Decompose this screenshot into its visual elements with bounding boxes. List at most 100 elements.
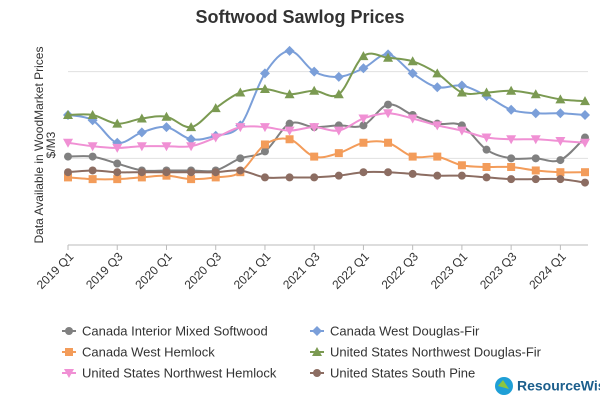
- x-tick-label: 2021 Q3: [280, 249, 323, 292]
- series-line: [67, 137, 586, 181]
- marker: [456, 80, 467, 91]
- marker: [285, 119, 294, 128]
- marker: [64, 168, 72, 177]
- legend-item: United States Northwest Douglas-Fir: [310, 344, 542, 359]
- marker: [407, 56, 418, 66]
- marker: [285, 173, 294, 182]
- marker: [161, 142, 172, 152]
- series-line: [67, 169, 586, 184]
- x-tick-label: 2022 Q1: [329, 249, 372, 292]
- marker: [358, 114, 369, 124]
- legend-marker: [312, 347, 322, 356]
- marker: [88, 175, 97, 184]
- legend-item: Canada Interior Mixed Softwood: [62, 323, 268, 338]
- marker: [507, 163, 516, 171]
- series: [63, 51, 590, 132]
- legend-marker: [65, 348, 73, 356]
- marker: [506, 104, 517, 115]
- x-tick-label: 2020 Q3: [182, 249, 225, 292]
- marker: [481, 87, 492, 97]
- marker: [531, 175, 540, 184]
- marker: [433, 152, 442, 161]
- marker: [482, 145, 491, 154]
- marker: [112, 143, 123, 153]
- marker: [407, 114, 418, 124]
- marker: [580, 138, 590, 148]
- legend-item: Canada West Douglas-Fir: [310, 323, 480, 338]
- legend-marker: [313, 369, 321, 377]
- marker: [88, 152, 97, 161]
- marker: [530, 89, 541, 99]
- marker: [333, 71, 344, 82]
- marker: [87, 142, 98, 152]
- x-tick-label: 2019 Q3: [83, 249, 126, 292]
- marker: [581, 168, 589, 177]
- logo-text: ResourceWise: [517, 378, 600, 394]
- y-axis-label: Data Available in WoodMarket Prices: [32, 47, 46, 244]
- marker: [284, 45, 295, 56]
- series: [63, 45, 590, 148]
- marker: [456, 87, 467, 97]
- marker: [359, 138, 368, 147]
- marker: [161, 122, 172, 133]
- marker: [161, 111, 172, 121]
- marker: [359, 168, 368, 177]
- marker: [236, 166, 245, 175]
- marker: [284, 89, 295, 99]
- legend-marker: [65, 327, 73, 335]
- marker: [384, 168, 393, 177]
- marker: [531, 166, 540, 175]
- marker: [333, 89, 344, 99]
- marker: [432, 121, 443, 131]
- marker: [358, 63, 369, 74]
- marker: [506, 135, 517, 145]
- chart-title: Softwood Sawlog Prices: [195, 7, 404, 27]
- marker: [259, 84, 270, 93]
- marker: [507, 154, 516, 163]
- series: [64, 166, 589, 187]
- x-tick-label: 2023 Q3: [477, 249, 520, 292]
- x-tick-label: 2024 Q1: [526, 249, 569, 292]
- marker: [457, 171, 466, 180]
- marker: [432, 82, 443, 93]
- marker: [457, 161, 466, 170]
- marker: [556, 156, 565, 165]
- x-tick-label: 2021 Q1: [231, 249, 274, 292]
- marker: [408, 169, 417, 178]
- marker: [432, 68, 443, 78]
- marker: [581, 178, 589, 187]
- marker: [285, 135, 294, 144]
- marker: [186, 122, 197, 132]
- marker: [260, 140, 269, 149]
- legend-marker: [64, 369, 74, 378]
- marker: [309, 123, 320, 133]
- series-line: [67, 52, 586, 129]
- legend-label: Canada West Hemlock: [82, 344, 215, 359]
- marker: [359, 121, 368, 130]
- series-line: [67, 103, 586, 173]
- logo-icon-part: [498, 380, 509, 389]
- marker: [310, 152, 319, 161]
- marker: [384, 138, 393, 147]
- legend-label: Canada West Douglas-Fir: [330, 323, 480, 338]
- marker: [309, 66, 320, 77]
- marker: [555, 108, 566, 119]
- marker: [408, 152, 417, 161]
- marker: [136, 113, 147, 123]
- marker: [555, 94, 566, 104]
- marker: [63, 110, 73, 119]
- legend-item: United States Northwest Hemlock: [62, 365, 277, 380]
- marker: [358, 51, 369, 61]
- marker: [260, 173, 269, 182]
- marker: [456, 126, 467, 136]
- marker: [384, 100, 393, 109]
- marker: [383, 109, 394, 119]
- legend-label: Canada Interior Mixed Softwood: [82, 323, 268, 338]
- y-axis-label: $/M3: [44, 131, 58, 158]
- marker: [333, 126, 344, 136]
- marker: [64, 152, 72, 161]
- marker: [482, 173, 491, 182]
- marker: [556, 168, 565, 177]
- series-line: [67, 112, 586, 149]
- legend-item: Canada West Hemlock: [62, 344, 215, 359]
